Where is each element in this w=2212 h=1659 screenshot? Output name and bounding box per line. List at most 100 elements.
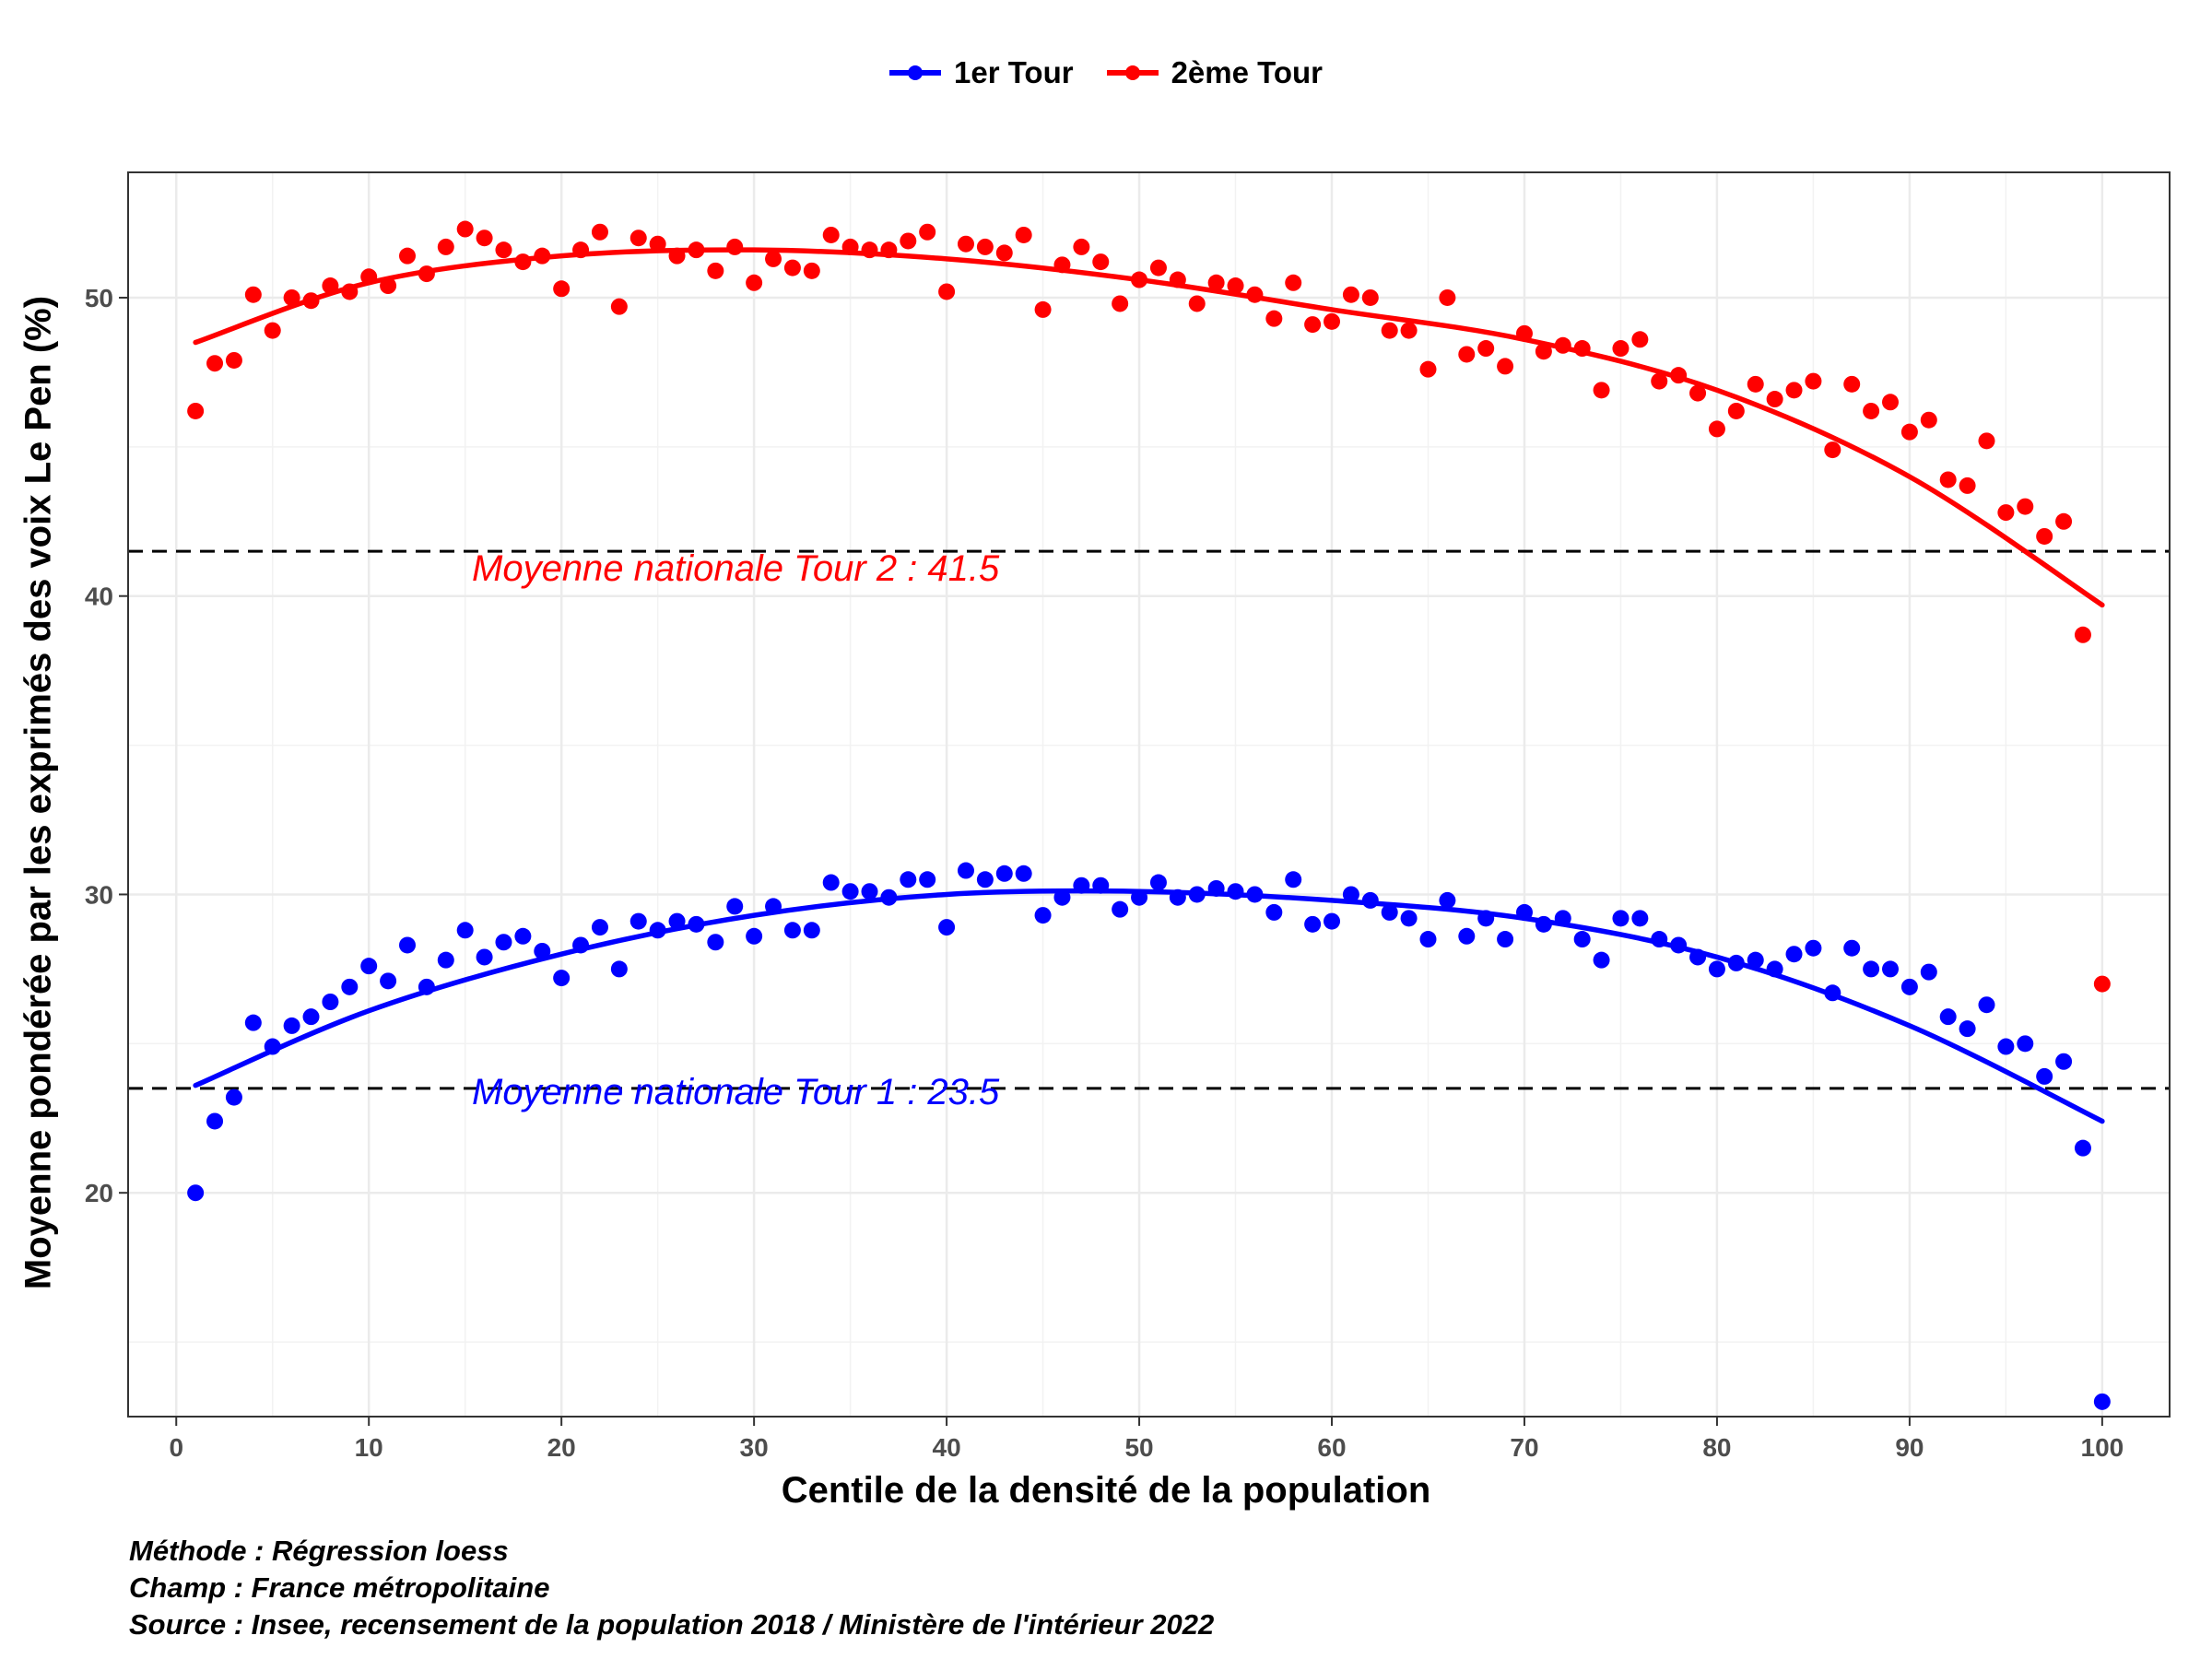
data-point-series-1 (1207, 274, 1225, 291)
data-point-series-1 (1882, 394, 1900, 411)
data-point-series-1 (1324, 312, 1341, 330)
data-point-series-1 (1708, 420, 1725, 438)
data-point-series-0 (1400, 910, 1418, 927)
data-point-series-1 (1169, 271, 1186, 288)
data-point-series-1 (187, 402, 205, 419)
data-point-series-1 (1073, 238, 1090, 255)
data-point-series-0 (957, 862, 974, 879)
data-point-series-0 (1593, 951, 1610, 969)
x-tick-label: 80 (1702, 1433, 1731, 1462)
data-point-series-1 (2017, 498, 2034, 515)
data-point-series-1 (476, 229, 493, 247)
data-point-series-0 (1342, 886, 1359, 903)
data-point-series-1 (1053, 256, 1071, 274)
data-point-series-1 (495, 241, 512, 259)
data-point-series-0 (206, 1112, 224, 1130)
x-tick-label: 90 (1895, 1433, 1924, 1462)
legend-label-1er-tour: 1er Tour (953, 55, 1074, 89)
caption: Méthode : Régression loess Champ : Franc… (129, 1533, 1214, 1643)
data-point-series-0 (1381, 903, 1398, 921)
data-point-series-1 (1843, 375, 1861, 393)
data-point-series-1 (900, 232, 917, 250)
data-point-series-0 (1497, 931, 1514, 948)
data-point-series-0 (1708, 960, 1725, 978)
data-point-series-0 (418, 978, 435, 995)
data-point-series-1 (1034, 300, 1052, 318)
data-point-series-1 (629, 229, 647, 247)
data-point-series-0 (746, 927, 763, 945)
data-point-series-1 (1535, 343, 1552, 360)
data-point-series-0 (495, 934, 512, 951)
data-point-series-1 (2074, 626, 2091, 643)
x-axis-label: Centile de la densité de la population (781, 1470, 1431, 1511)
data-point-series-1 (322, 277, 339, 295)
data-point-series-0 (572, 936, 590, 954)
data-point-series-1 (861, 241, 878, 259)
data-point-series-0 (2074, 1139, 2091, 1157)
data-point-series-0 (187, 1184, 205, 1202)
data-point-series-0 (1131, 888, 1148, 906)
data-point-series-0 (668, 912, 686, 930)
data-point-series-1 (765, 250, 782, 267)
data-point-series-0 (398, 936, 416, 954)
data-point-series-1 (302, 292, 320, 310)
data-point-series-1 (514, 253, 532, 271)
data-point-series-0 (803, 922, 820, 939)
data-point-series-1 (1651, 372, 1668, 390)
data-point-series-0 (1073, 877, 1090, 894)
data-point-series-1 (1265, 310, 1283, 327)
data-point-series-1 (1863, 402, 1880, 419)
data-point-series-0 (861, 883, 878, 900)
data-point-series-0 (1689, 948, 1707, 966)
data-point-series-1 (456, 220, 474, 238)
data-point-series-1 (1400, 322, 1418, 339)
data-point-series-1 (1015, 226, 1032, 243)
data-point-series-1 (1612, 340, 1630, 358)
data-point-series-0 (1727, 954, 1745, 971)
reference-lines (128, 549, 2170, 1090)
data-point-series-1 (1727, 402, 1745, 419)
data-points (187, 220, 2111, 1410)
data-point-series-0 (534, 942, 551, 959)
data-point-series-1 (1342, 286, 1359, 303)
x-tick-label: 50 (1124, 1433, 1153, 1462)
data-point-series-1 (244, 286, 262, 303)
data-point-series-1 (668, 247, 686, 265)
data-point-series-1 (1419, 360, 1437, 378)
data-point-series-0 (707, 934, 724, 951)
data-point-series-0 (1304, 915, 1322, 933)
data-point-series-0 (1670, 936, 1688, 954)
data-point-series-0 (1015, 865, 1032, 882)
data-point-series-1 (822, 226, 840, 243)
data-point-series-1 (938, 283, 956, 300)
data-point-series-0 (995, 865, 1013, 882)
data-point-series-1 (283, 288, 300, 306)
data-point-series-0 (783, 922, 801, 939)
data-point-series-1 (418, 265, 435, 283)
caption-source: Source : Insee, recensement de la popula… (129, 1608, 1215, 1641)
data-point-series-0 (1978, 996, 1995, 1014)
x-tick-label: 30 (740, 1433, 769, 1462)
data-point-series-0 (1112, 900, 1129, 918)
data-point-series-1 (380, 277, 397, 295)
data-point-series-0 (900, 871, 917, 888)
data-point-series-1 (1939, 471, 1957, 488)
data-point-series-0 (1631, 910, 1649, 927)
data-point-series-1 (1824, 441, 1841, 459)
data-point-series-0 (1419, 931, 1437, 948)
x-tick-label: 60 (1317, 1433, 1346, 1462)
data-point-series-1 (1131, 271, 1148, 288)
data-point-series-1 (1978, 432, 1995, 450)
data-point-series-0 (341, 978, 359, 995)
data-point-series-1 (1805, 372, 1822, 390)
caption-scope: Champ : France métropolitaine (129, 1571, 550, 1604)
axis-ticks: 0 10 20 30 40 50 60 70 80 90 100 20 30 40 50 (85, 284, 2124, 1462)
grid-minor (128, 172, 2170, 1417)
data-point-series-1 (649, 235, 666, 253)
data-point-series-0 (1092, 877, 1110, 894)
data-point-series-1 (841, 238, 859, 255)
data-point-series-0 (688, 915, 705, 933)
data-point-series-0 (1034, 907, 1052, 924)
data-point-series-1 (1112, 295, 1129, 312)
data-point-series-1 (1920, 411, 1937, 429)
